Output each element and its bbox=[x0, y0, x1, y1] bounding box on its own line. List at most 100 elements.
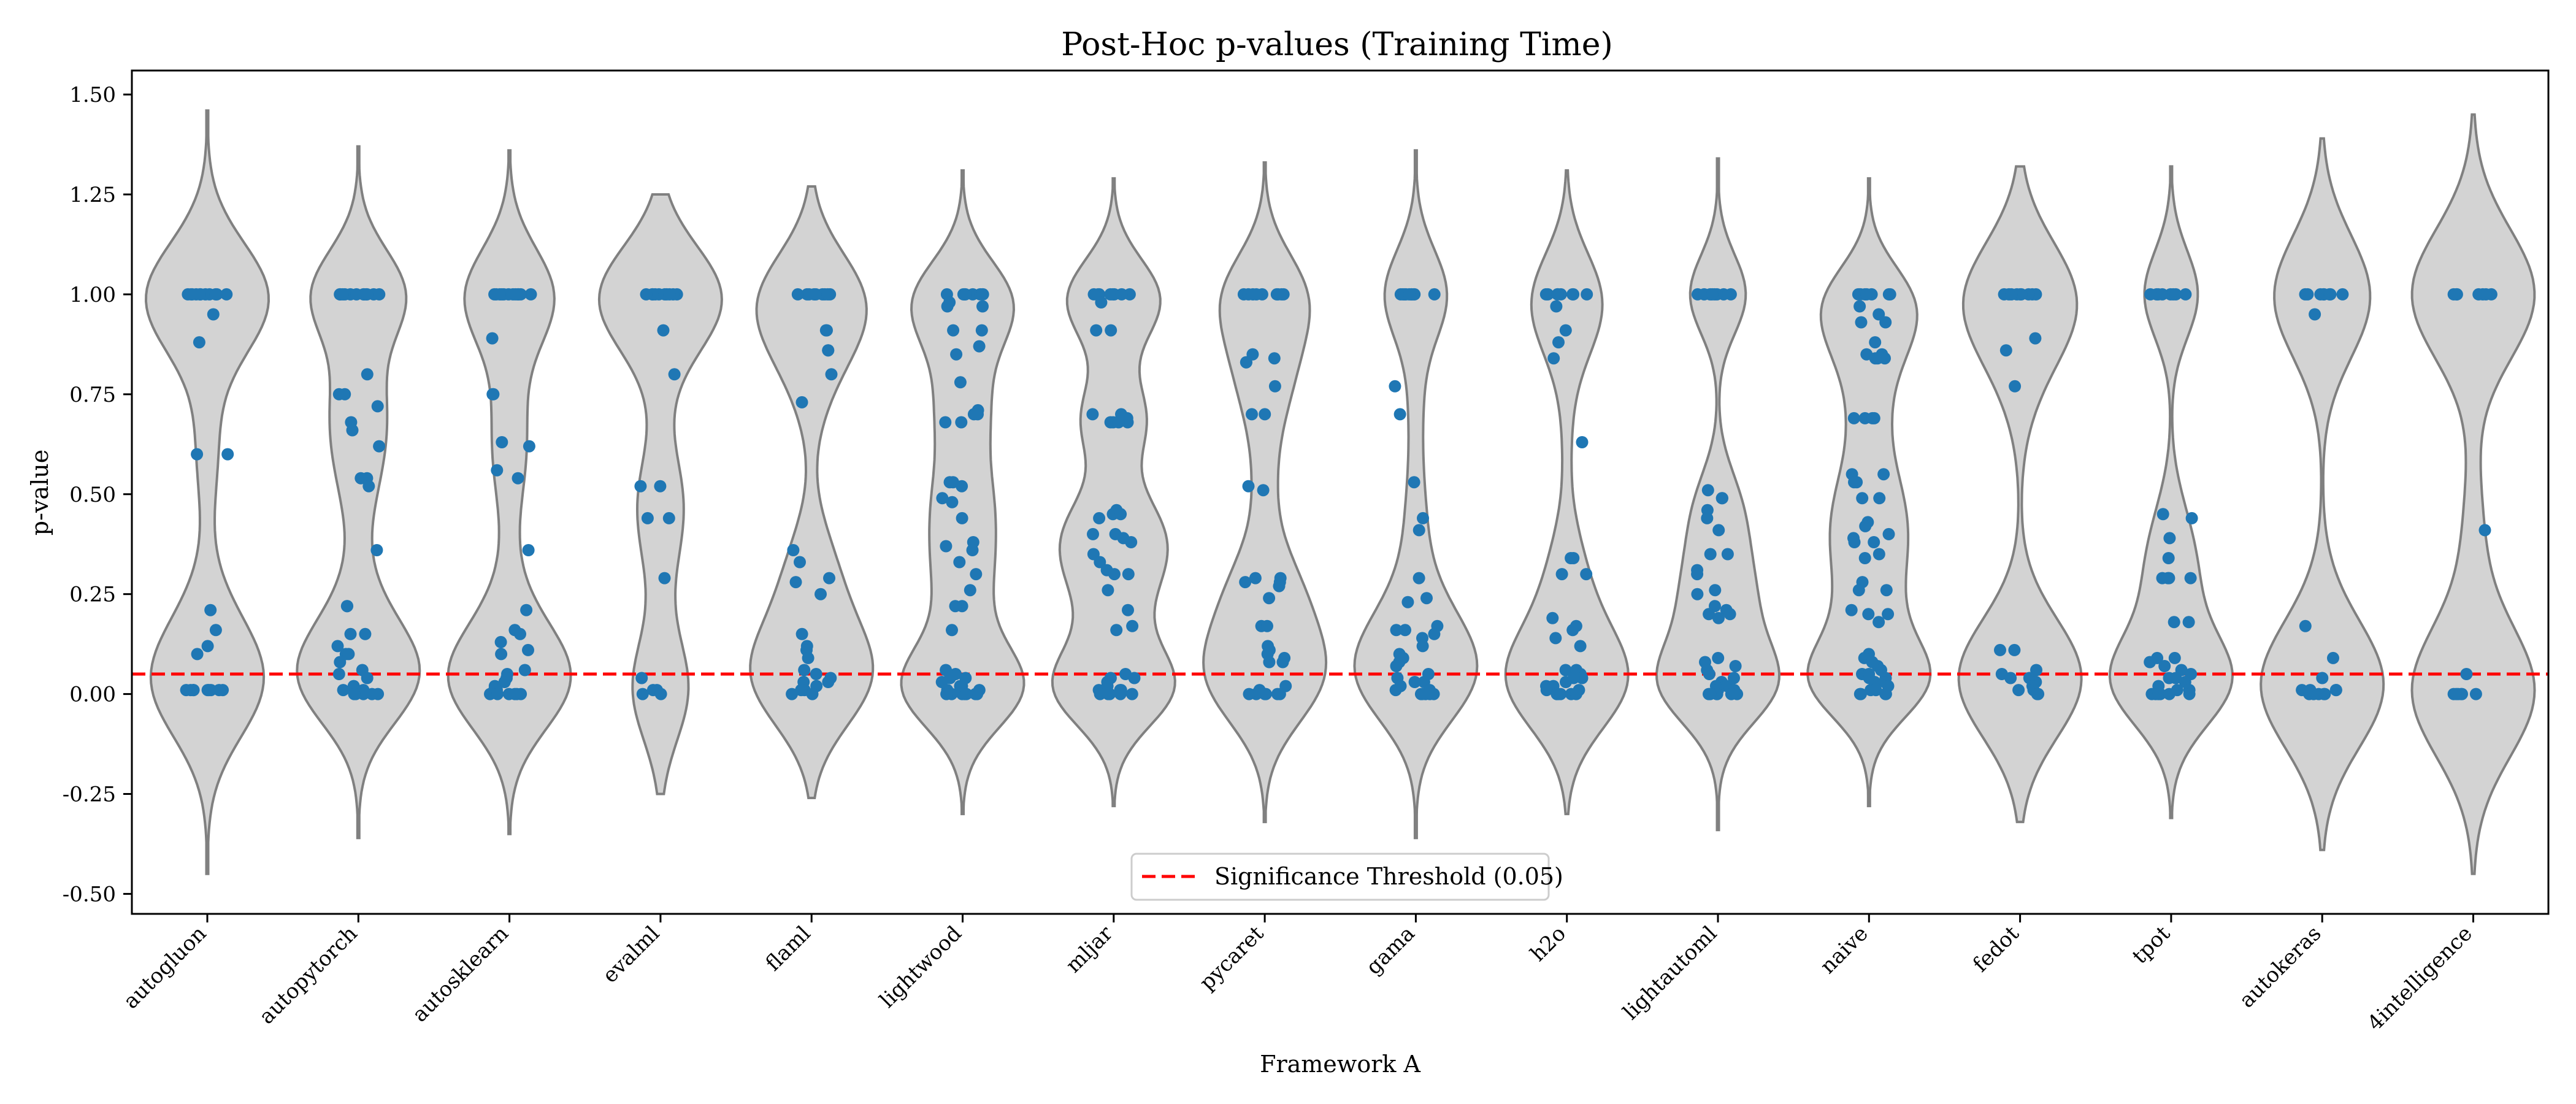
data-point-autokeras bbox=[2301, 288, 2314, 301]
data-point-autopytorch bbox=[340, 600, 353, 613]
data-point-mljar bbox=[1110, 624, 1123, 637]
data-point-flaml bbox=[821, 324, 833, 337]
data-point-mljar bbox=[1122, 604, 1134, 616]
data-point-autopytorch bbox=[361, 672, 374, 684]
data-point-autokeras bbox=[2336, 288, 2349, 301]
data-point-autogluon bbox=[191, 448, 204, 461]
data-point-autosklearn bbox=[486, 332, 499, 345]
data-point-autopytorch bbox=[371, 400, 384, 413]
x-axis-label: Framework A bbox=[1260, 1051, 1420, 1078]
data-point-mljar bbox=[1104, 288, 1117, 301]
data-point-flaml bbox=[803, 288, 815, 301]
data-point-gama bbox=[1403, 288, 1416, 301]
data-point-autopytorch bbox=[332, 668, 345, 680]
data-point-naive bbox=[1882, 527, 1895, 540]
data-point-autosklearn bbox=[502, 688, 515, 700]
data-point-lightwood bbox=[949, 600, 962, 613]
data-point-mljar bbox=[1125, 536, 1138, 548]
data-point-autogluon bbox=[207, 308, 220, 321]
data-point-h2o bbox=[1541, 288, 1554, 301]
data-point-autopytorch bbox=[359, 627, 372, 640]
data-point-pycaret bbox=[1257, 484, 1270, 497]
data-point-mljar bbox=[1102, 584, 1114, 597]
data-point-4intelligence bbox=[2450, 688, 2463, 700]
data-point-tpot bbox=[2179, 288, 2192, 301]
data-point-pycaret bbox=[1273, 580, 1286, 592]
data-point-pycaret bbox=[1268, 352, 1281, 365]
data-point-mljar bbox=[1125, 688, 1138, 700]
data-point-autopytorch bbox=[373, 288, 386, 301]
data-point-pycaret bbox=[1243, 688, 1255, 700]
data-point-flaml bbox=[821, 288, 834, 301]
data-point-gama bbox=[1393, 408, 1406, 421]
data-point-autokeras bbox=[2324, 288, 2337, 301]
y-tick-label: 1.50 bbox=[69, 83, 116, 107]
data-point-4intelligence bbox=[2460, 668, 2473, 680]
data-point-autogluon bbox=[185, 288, 197, 301]
data-point-autosklearn bbox=[522, 643, 534, 656]
data-point-h2o bbox=[1547, 352, 1560, 365]
violin-4intelligence bbox=[2410, 113, 2536, 875]
data-point-lightwood bbox=[947, 324, 960, 337]
violin-evalml bbox=[597, 193, 723, 795]
data-point-gama bbox=[1389, 380, 1401, 393]
data-point-naive bbox=[1882, 608, 1895, 621]
violin-gama bbox=[1353, 149, 1479, 840]
data-point-autogluon bbox=[221, 448, 234, 461]
data-point-flaml bbox=[806, 688, 819, 700]
data-point-lightwood bbox=[956, 512, 968, 524]
y-axis: -0.50 -0.25 0.00 0.25 0.50 0.75 1.00 1.25 1.50 bbox=[63, 83, 132, 907]
data-point-tpot bbox=[2169, 288, 2182, 301]
data-point-evalml bbox=[634, 480, 647, 493]
data-point-fedot bbox=[2012, 684, 2025, 697]
data-point-tpot bbox=[2182, 616, 2195, 629]
data-point-4intelligence bbox=[2469, 688, 2482, 700]
data-point-pycaret bbox=[1249, 572, 1262, 585]
data-point-autosklearn bbox=[524, 288, 537, 301]
data-point-autosklearn bbox=[498, 676, 511, 688]
data-point-autogluon bbox=[180, 684, 193, 697]
data-point-lightwood bbox=[950, 348, 963, 361]
data-point-lightautoml bbox=[1701, 484, 1714, 497]
data-point-h2o bbox=[1550, 300, 1563, 313]
data-point-mljar bbox=[1114, 688, 1127, 700]
data-point-autosklearn bbox=[494, 635, 507, 648]
data-point-autopytorch bbox=[362, 480, 375, 493]
data-point-h2o bbox=[1580, 568, 1593, 581]
data-point-autogluon bbox=[204, 684, 217, 697]
violin-layer bbox=[144, 109, 2536, 875]
data-point-fedot bbox=[2004, 672, 2017, 684]
data-point-autosklearn bbox=[496, 436, 508, 448]
y-tick-label: 0.25 bbox=[69, 583, 116, 607]
data-point-autogluon bbox=[201, 640, 214, 653]
data-point-tpot bbox=[2185, 512, 2198, 524]
data-point-autopytorch bbox=[337, 684, 350, 697]
data-point-mljar bbox=[1087, 527, 1099, 540]
data-point-naive bbox=[1859, 519, 1872, 532]
data-point-autopytorch bbox=[373, 440, 386, 453]
data-point-lightautoml bbox=[1712, 524, 1725, 537]
data-point-gama bbox=[1408, 476, 1420, 489]
data-point-naive bbox=[1880, 584, 1893, 597]
data-point-gama bbox=[1413, 524, 1425, 537]
data-point-autopytorch bbox=[361, 288, 374, 301]
x-tick-label: h2o bbox=[1526, 921, 1571, 967]
data-point-lightautoml bbox=[1728, 672, 1740, 684]
data-point-autosklearn bbox=[520, 604, 533, 616]
data-point-gama bbox=[1417, 512, 1429, 524]
data-point-autokeras bbox=[2309, 308, 2321, 321]
data-point-fedot bbox=[2030, 664, 2042, 677]
data-point-pycaret bbox=[1273, 688, 1286, 700]
data-point-4intelligence bbox=[2478, 524, 2491, 537]
data-point-flaml bbox=[787, 544, 800, 556]
points-layer bbox=[180, 288, 2497, 700]
data-point-lightwood bbox=[940, 540, 953, 553]
data-point-autopytorch bbox=[346, 424, 359, 437]
data-point-autopytorch bbox=[370, 544, 383, 556]
data-point-mljar bbox=[1102, 688, 1114, 700]
data-point-tpot bbox=[2144, 288, 2157, 301]
violin-tpot bbox=[2108, 165, 2234, 819]
violin-fedot bbox=[1957, 165, 2083, 824]
data-point-h2o bbox=[1576, 436, 1589, 448]
